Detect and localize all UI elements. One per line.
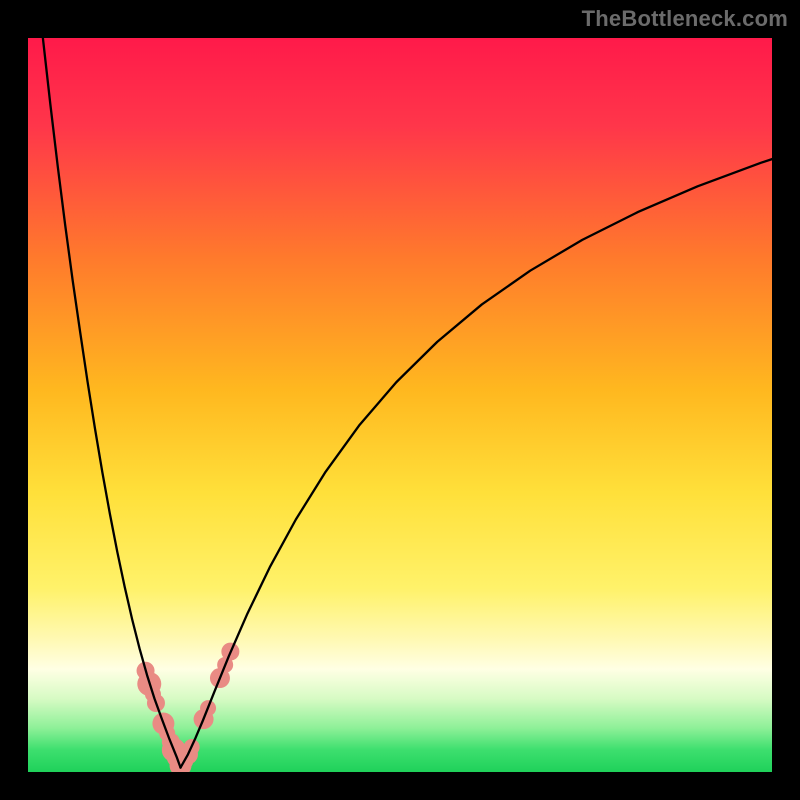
curve-left	[43, 38, 181, 768]
chart-svg	[28, 38, 772, 772]
curve-right	[181, 159, 772, 767]
plot-area	[28, 38, 772, 772]
chart-frame: TheBottleneck.com	[0, 0, 800, 800]
watermark-text: TheBottleneck.com	[582, 6, 788, 32]
